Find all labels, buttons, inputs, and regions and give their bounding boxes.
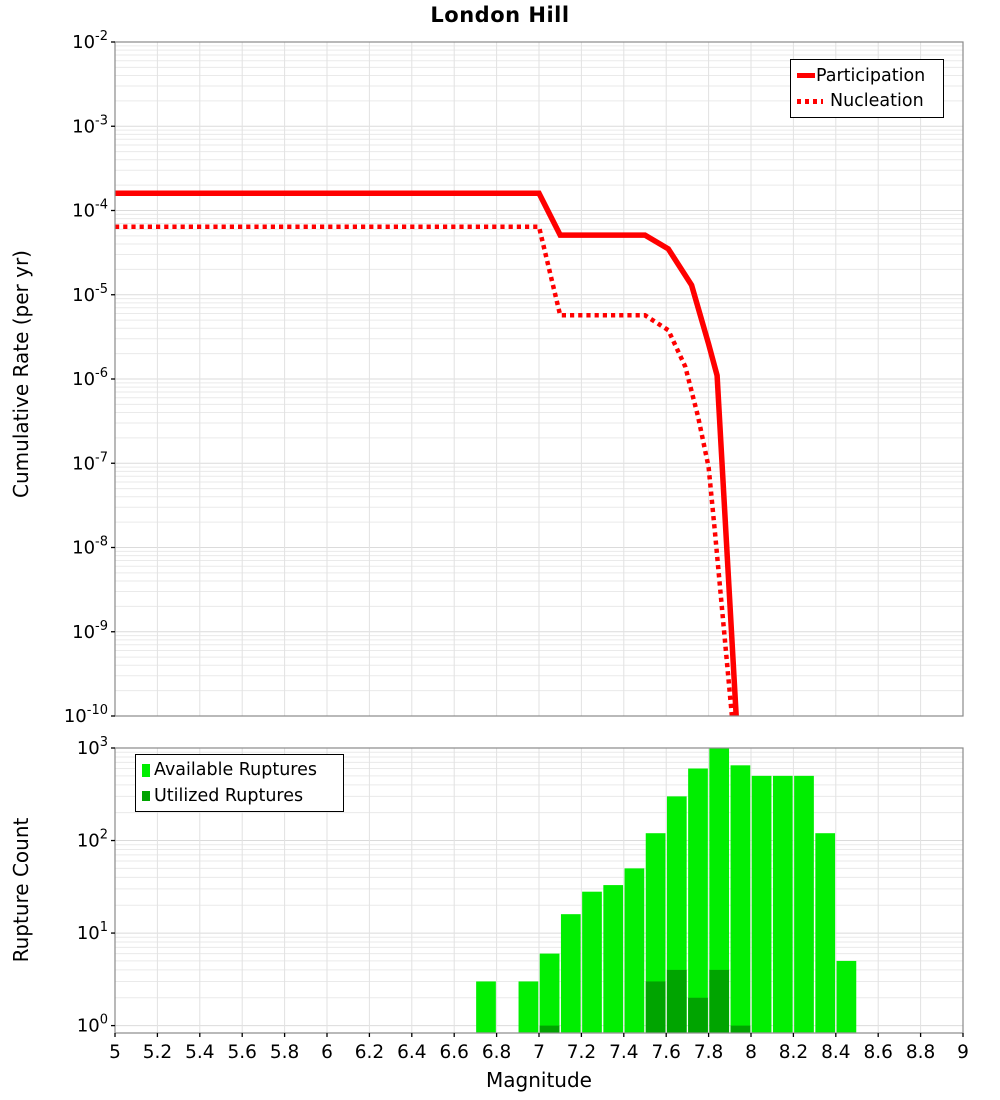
svg-text:10-2: 10-2: [72, 29, 108, 53]
nucleation-line-sample: [797, 98, 823, 104]
legend-item-participation: Participation: [797, 64, 925, 88]
chart-title: London Hill: [430, 3, 570, 27]
svg-text:100: 100: [77, 1013, 108, 1037]
legend-item-nucleation: Nucleation: [797, 89, 924, 113]
legend-item-available: Available Ruptures: [142, 758, 337, 782]
svg-text:7.6: 7.6: [651, 1042, 680, 1063]
svg-text:103: 103: [77, 735, 108, 759]
participation-line-sample: [797, 73, 815, 79]
svg-text:6.4: 6.4: [397, 1042, 426, 1063]
legend-item-utilized: Utilized Ruptures: [142, 784, 337, 808]
svg-text:102: 102: [77, 828, 108, 852]
svg-text:10-7: 10-7: [72, 450, 108, 474]
svg-text:9: 9: [957, 1042, 969, 1063]
svg-text:5.2: 5.2: [143, 1042, 172, 1063]
svg-text:6.2: 6.2: [355, 1042, 384, 1063]
svg-text:10-4: 10-4: [72, 198, 108, 222]
svg-text:5.6: 5.6: [227, 1042, 256, 1063]
svg-text:5.8: 5.8: [270, 1042, 299, 1063]
svg-text:7: 7: [533, 1042, 545, 1063]
svg-text:8.2: 8.2: [779, 1042, 808, 1063]
svg-text:10-9: 10-9: [72, 619, 108, 643]
top-legend: Participation Nucleation: [790, 59, 944, 118]
svg-text:7.4: 7.4: [609, 1042, 638, 1063]
bottom-legend: Available Ruptures Utilized Ruptures: [135, 754, 344, 812]
svg-text:7.8: 7.8: [694, 1042, 723, 1063]
svg-text:10-3: 10-3: [72, 113, 108, 137]
legend-label-nucleation: Nucleation: [830, 91, 924, 112]
svg-text:8.4: 8.4: [821, 1042, 850, 1063]
x-axis-label: Magnitude: [486, 1068, 592, 1092]
svg-text:101: 101: [77, 920, 108, 944]
svg-text:8.8: 8.8: [906, 1042, 935, 1063]
svg-text:6: 6: [321, 1042, 333, 1063]
svg-text:10-10: 10-10: [64, 703, 108, 727]
svg-text:7.2: 7.2: [567, 1042, 596, 1063]
svg-text:10-6: 10-6: [72, 366, 108, 390]
legend-label-utilized: Utilized Ruptures: [154, 785, 304, 806]
available-ruptures-marker: [142, 763, 150, 777]
svg-text:6.6: 6.6: [439, 1042, 468, 1063]
utilized-ruptures-marker: [142, 790, 150, 801]
svg-text:10-8: 10-8: [72, 535, 108, 559]
svg-text:5.4: 5.4: [185, 1042, 214, 1063]
legend-label-available: Available Ruptures: [154, 760, 317, 781]
svg-text:5: 5: [109, 1042, 121, 1063]
svg-text:6.8: 6.8: [482, 1042, 511, 1063]
legend-label-participation: Participation: [816, 65, 926, 86]
svg-text:8.6: 8.6: [863, 1042, 892, 1063]
svg-text:8: 8: [745, 1042, 757, 1063]
svg-text:10-5: 10-5: [72, 282, 108, 306]
